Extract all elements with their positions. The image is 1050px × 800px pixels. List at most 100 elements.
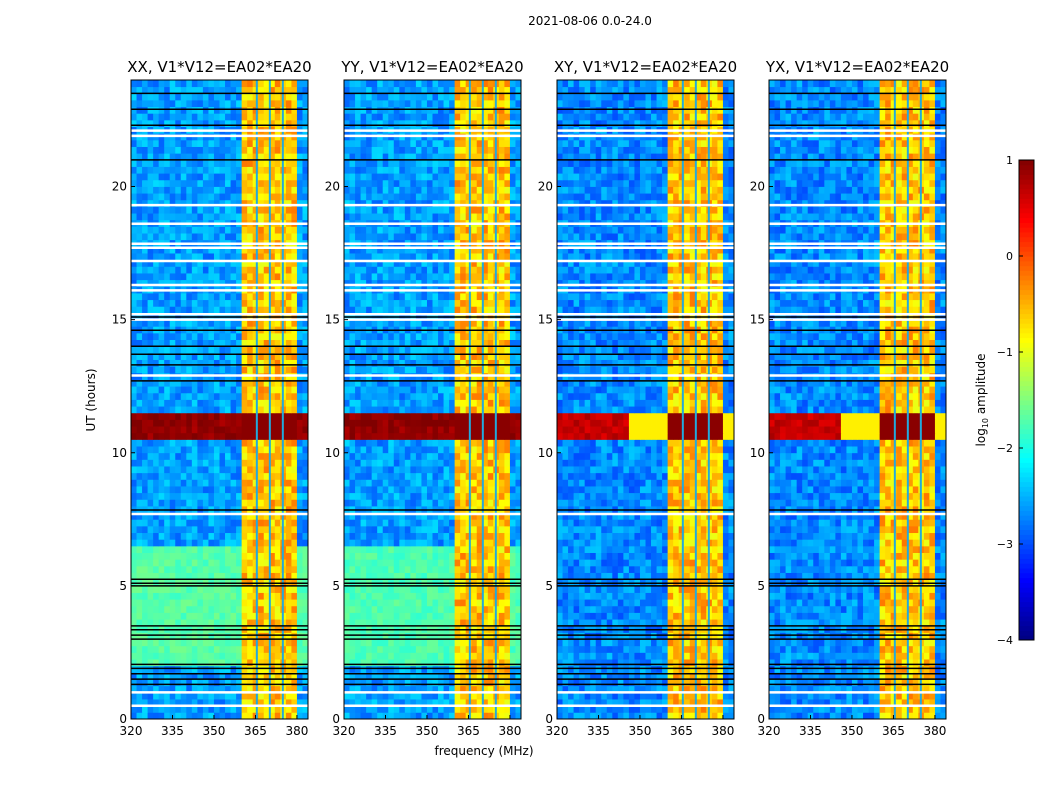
heatmap-cell <box>236 672 243 680</box>
heatmap-cell <box>219 426 226 434</box>
heatmap-cell <box>175 279 182 287</box>
heatmap-cell <box>476 406 483 414</box>
heatmap-cell <box>360 426 367 434</box>
heatmap-cell <box>208 146 215 154</box>
heatmap-cell <box>377 486 384 494</box>
heatmap-cell <box>421 366 428 374</box>
heatmap-cell <box>131 412 137 420</box>
heatmap-cell <box>296 519 303 527</box>
heatmap-cell <box>225 419 231 427</box>
heatmap-cell <box>252 179 259 187</box>
heatmap-cell <box>191 499 198 507</box>
heatmap-cell <box>142 306 148 314</box>
heatmap-cell <box>349 692 356 700</box>
heatmap-cell <box>349 632 356 640</box>
heatmap-cell <box>136 153 143 161</box>
heatmap-cell <box>460 592 467 600</box>
heatmap-cell <box>169 332 176 340</box>
heatmap-cell <box>169 346 176 354</box>
heatmap-cell <box>158 99 165 108</box>
heatmap-cell <box>476 599 483 607</box>
heatmap-cell <box>302 519 309 527</box>
heatmap-cell <box>202 552 209 560</box>
heatmap-cell <box>482 585 489 593</box>
heatmap-cell <box>504 486 511 494</box>
heatmap-cell <box>197 545 204 553</box>
heatmap-cell <box>302 106 309 114</box>
heatmap-cell <box>449 699 456 707</box>
heatmap-cell <box>158 199 165 207</box>
heatmap-cell <box>504 446 511 454</box>
heatmap-cell <box>208 412 215 420</box>
heatmap-cell <box>131 93 137 101</box>
heatmap-cell <box>426 592 433 600</box>
heatmap-cell <box>393 632 400 640</box>
heatmap-cell <box>465 645 472 653</box>
heatmap-cell <box>377 699 384 707</box>
heatmap-cell <box>443 652 450 660</box>
heatmap-cell <box>131 466 137 474</box>
heatmap-cell <box>426 639 433 647</box>
heatmap-cell <box>225 246 231 254</box>
heatmap-cell <box>432 399 439 407</box>
heatmap-cell <box>465 439 472 447</box>
heatmap-cell <box>252 519 259 527</box>
heatmap-cell <box>202 479 209 487</box>
heatmap-cell <box>460 632 467 640</box>
heatmap-cell <box>438 639 444 647</box>
heatmap-cell <box>164 492 171 500</box>
heatmap-cell <box>302 565 309 573</box>
heatmap-cell <box>164 306 171 314</box>
heatmap-cell <box>382 379 389 387</box>
heatmap-cell <box>449 705 456 713</box>
heatmap-cell <box>142 339 148 347</box>
heatmap-cell <box>382 592 389 600</box>
heatmap-cell <box>191 432 198 440</box>
heatmap-cell <box>186 346 193 354</box>
heatmap-cell <box>236 492 243 500</box>
heatmap-cell <box>147 699 154 707</box>
heatmap-cell <box>247 426 254 434</box>
heatmap-cell <box>393 592 400 600</box>
heatmap-cell <box>236 446 243 454</box>
heatmap-cell <box>269 253 276 261</box>
heatmap-cell <box>355 712 361 720</box>
heatmap-cell <box>169 552 176 560</box>
heatmap-cell <box>291 652 298 660</box>
heatmap-cell <box>247 166 254 174</box>
heatmap-cell <box>225 665 231 673</box>
heatmap-cell <box>344 379 350 387</box>
heatmap-cell <box>191 306 198 314</box>
heatmap-cell <box>460 692 467 700</box>
heatmap-cell <box>180 206 187 214</box>
heatmap-cell <box>443 499 450 507</box>
heatmap-cell <box>136 226 143 234</box>
heatmap-cell <box>269 306 276 314</box>
heatmap-cell <box>236 466 243 474</box>
heatmap-cell <box>158 599 165 607</box>
heatmap-cell <box>509 532 516 540</box>
heatmap-cell <box>388 565 395 573</box>
heatmap-cell <box>371 419 378 427</box>
heatmap-cell <box>197 705 204 713</box>
heatmap-cell <box>197 153 204 161</box>
heatmap-cell <box>388 472 395 480</box>
heatmap-cell <box>186 359 193 367</box>
heatmap-cell <box>432 439 439 447</box>
heatmap-cell <box>371 432 378 440</box>
heatmap-cell <box>202 639 209 647</box>
heatmap-cell <box>269 592 276 600</box>
heatmap-cell <box>230 153 237 161</box>
heatmap-cell <box>399 492 406 500</box>
heatmap-cell <box>175 306 182 314</box>
heatmap-cell <box>355 486 361 494</box>
heatmap-cell <box>393 679 400 687</box>
heatmap-cell <box>285 379 292 387</box>
heatmap-cell <box>230 692 237 700</box>
heatmap-cell <box>153 213 160 221</box>
heatmap-cell <box>509 632 516 640</box>
heatmap-cell <box>371 585 378 593</box>
heatmap-cell <box>443 399 450 407</box>
heatmap-cell <box>147 679 154 687</box>
heatmap-cell <box>213 299 220 307</box>
